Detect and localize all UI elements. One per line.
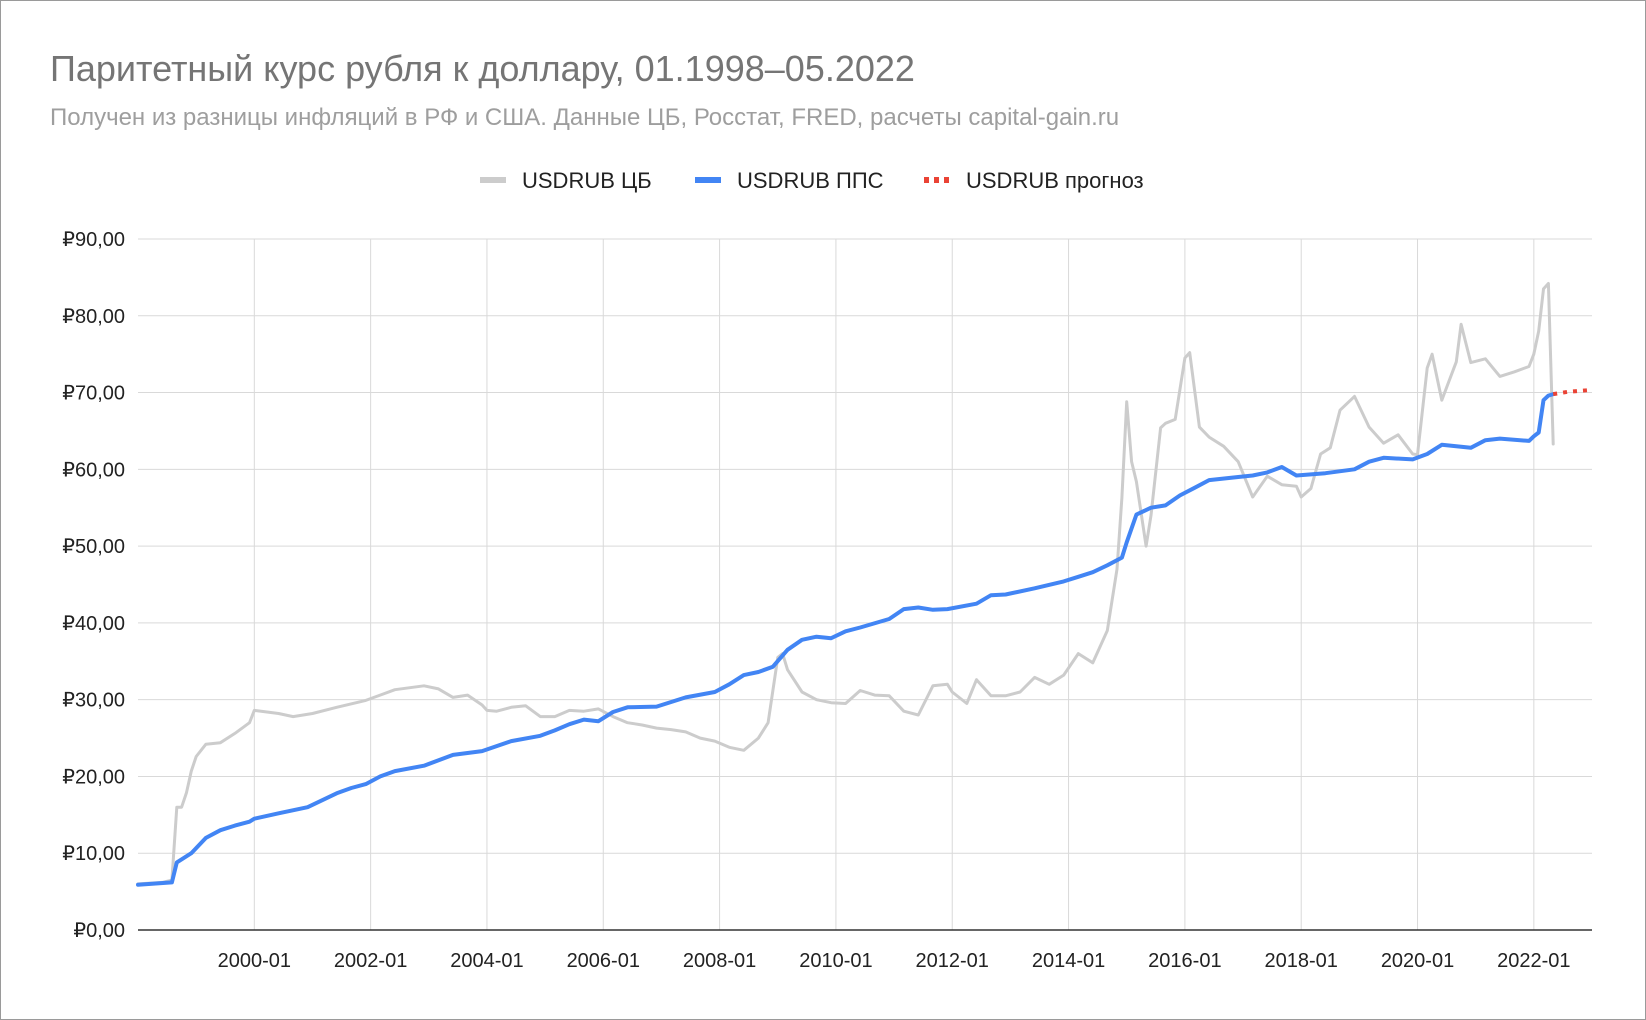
y-tick-label: ₽80,00 — [62, 306, 125, 328]
x-tick-label: 2014-01 — [1032, 950, 1105, 972]
legend-label: USDRUB ЦБ — [522, 168, 652, 193]
x-tick-label: 2018-01 — [1264, 950, 1337, 972]
legend-label: USDRUB ППС — [737, 168, 884, 193]
x-tick-label: 2020-01 — [1381, 950, 1454, 972]
x-tick-label: 2004-01 — [450, 950, 523, 972]
legend-label: USDRUB прогноз — [966, 168, 1144, 193]
x-tick-label: 2010-01 — [799, 950, 872, 972]
x-tick-label: 2006-01 — [567, 950, 640, 972]
y-tick-label: ₽30,00 — [62, 690, 125, 712]
series-lines — [136, 282, 1588, 887]
x-tick-label: 2012-01 — [916, 950, 989, 972]
x-axis-ticks: 2000-01 2002-01 2004-01 2006-01 2008-01 2010-… — [218, 950, 1571, 972]
y-tick-label: ₽50,00 — [62, 536, 125, 558]
x-tick-label: 2022-01 — [1497, 950, 1570, 972]
series-line-1 — [136, 282, 1555, 886]
y-tick-label: ₽0,00 — [73, 920, 125, 942]
chart-title: Паритетный курс рубля к доллару, 01.1998… — [50, 48, 915, 89]
x-tick-label: 2008-01 — [683, 950, 756, 972]
x-tick-label: 2000-01 — [218, 950, 291, 972]
y-axis-ticks: ₽0,00 ₽10,00 ₽20,00 ₽30,00 ₽40,00 ₽50,00 ₽60,0… — [62, 229, 125, 942]
y-tick-label: ₽70,00 — [62, 383, 125, 405]
y-tick-label: ₽60,00 — [62, 459, 125, 481]
y-tick-label: ₽40,00 — [62, 613, 125, 635]
y-tick-label: ₽90,00 — [62, 229, 125, 251]
x-tick-label: 2002-01 — [334, 950, 407, 972]
grid-lines — [138, 238, 1592, 930]
series-line-2 — [136, 392, 1556, 887]
x-tick-label: 2016-01 — [1148, 950, 1221, 972]
y-tick-label: ₽10,00 — [62, 843, 125, 865]
chart-legend: USDRUB ЦБ USDRUB ППС USDRUB прогноз — [480, 168, 1144, 193]
chart-subtitle: Получен из разницы инфляций в РФ и США. … — [50, 104, 1120, 131]
y-tick-label: ₽20,00 — [62, 766, 125, 788]
